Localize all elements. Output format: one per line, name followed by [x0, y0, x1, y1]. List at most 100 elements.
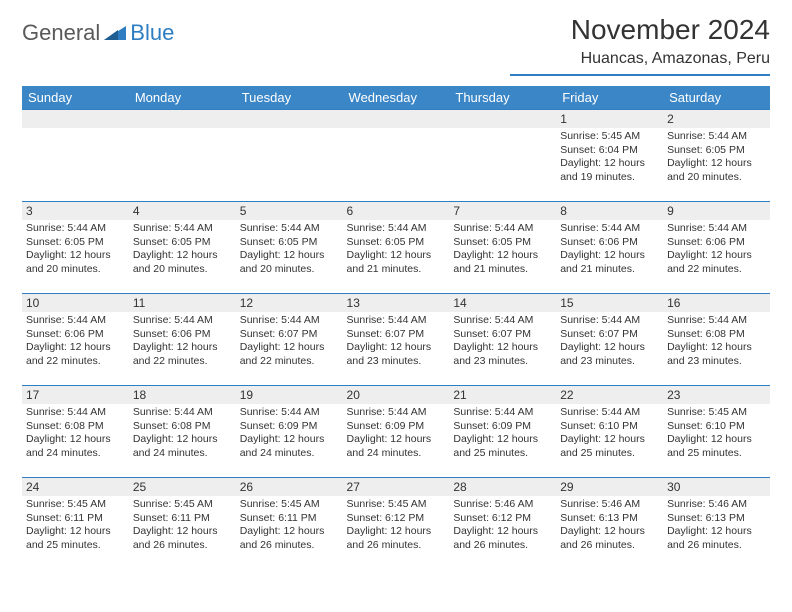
day-detail: Sunrise: 5:45 AMSunset: 6:11 PMDaylight:…	[236, 496, 343, 557]
daylight-text: Daylight: 12 hours and 24 minutes.	[26, 433, 125, 460]
calendar-day-cell: 20Sunrise: 5:44 AMSunset: 6:09 PMDayligh…	[343, 386, 450, 478]
month-title: November 2024	[510, 14, 770, 46]
day-number: 27	[343, 478, 450, 496]
sunrise-text: Sunrise: 5:44 AM	[560, 222, 659, 236]
sunset-text: Sunset: 6:07 PM	[560, 328, 659, 342]
calendar-day-cell: 12Sunrise: 5:44 AMSunset: 6:07 PMDayligh…	[236, 294, 343, 386]
sunset-text: Sunset: 6:06 PM	[667, 236, 766, 250]
calendar-day-cell: 24Sunrise: 5:45 AMSunset: 6:11 PMDayligh…	[22, 478, 129, 570]
calendar-day-cell: 29Sunrise: 5:46 AMSunset: 6:13 PMDayligh…	[556, 478, 663, 570]
daylight-text: Daylight: 12 hours and 20 minutes.	[240, 249, 339, 276]
sunrise-text: Sunrise: 5:46 AM	[667, 498, 766, 512]
day-number: 11	[129, 294, 236, 312]
day-number	[129, 110, 236, 128]
day-number: 13	[343, 294, 450, 312]
day-number	[343, 110, 450, 128]
sunset-text: Sunset: 6:13 PM	[667, 512, 766, 526]
sunset-text: Sunset: 6:05 PM	[133, 236, 232, 250]
daylight-text: Daylight: 12 hours and 22 minutes.	[133, 341, 232, 368]
day-number: 16	[663, 294, 770, 312]
sunrise-text: Sunrise: 5:44 AM	[240, 314, 339, 328]
calendar-day-cell: 9Sunrise: 5:44 AMSunset: 6:06 PMDaylight…	[663, 202, 770, 294]
sunset-text: Sunset: 6:12 PM	[347, 512, 446, 526]
calendar-day-cell: 30Sunrise: 5:46 AMSunset: 6:13 PMDayligh…	[663, 478, 770, 570]
day-detail: Sunrise: 5:44 AMSunset: 6:07 PMDaylight:…	[556, 312, 663, 373]
sunset-text: Sunset: 6:08 PM	[667, 328, 766, 342]
calendar-day-cell: 16Sunrise: 5:44 AMSunset: 6:08 PMDayligh…	[663, 294, 770, 386]
daylight-text: Daylight: 12 hours and 23 minutes.	[453, 341, 552, 368]
sunrise-text: Sunrise: 5:44 AM	[133, 314, 232, 328]
calendar-day-cell: 1Sunrise: 5:45 AMSunset: 6:04 PMDaylight…	[556, 110, 663, 202]
day-number	[449, 110, 556, 128]
weekday-header-row: Sunday Monday Tuesday Wednesday Thursday…	[22, 86, 770, 110]
sunrise-text: Sunrise: 5:44 AM	[240, 222, 339, 236]
day-number: 10	[22, 294, 129, 312]
sunset-text: Sunset: 6:10 PM	[667, 420, 766, 434]
sunset-text: Sunset: 6:10 PM	[560, 420, 659, 434]
daylight-text: Daylight: 12 hours and 25 minutes.	[667, 433, 766, 460]
sunrise-text: Sunrise: 5:46 AM	[453, 498, 552, 512]
daylight-text: Daylight: 12 hours and 26 minutes.	[453, 525, 552, 552]
day-number: 12	[236, 294, 343, 312]
day-detail: Sunrise: 5:44 AMSunset: 6:06 PMDaylight:…	[556, 220, 663, 281]
calendar-day-cell: 11Sunrise: 5:44 AMSunset: 6:06 PMDayligh…	[129, 294, 236, 386]
day-number: 20	[343, 386, 450, 404]
sunset-text: Sunset: 6:07 PM	[347, 328, 446, 342]
sunset-text: Sunset: 6:09 PM	[240, 420, 339, 434]
header-right: November 2024 Huancas, Amazonas, Peru	[510, 14, 770, 76]
calendar-day-cell: 21Sunrise: 5:44 AMSunset: 6:09 PMDayligh…	[449, 386, 556, 478]
sunrise-text: Sunrise: 5:44 AM	[26, 222, 125, 236]
day-detail: Sunrise: 5:44 AMSunset: 6:06 PMDaylight:…	[129, 312, 236, 373]
day-detail: Sunrise: 5:44 AMSunset: 6:08 PMDaylight:…	[663, 312, 770, 373]
calendar-day-cell: 27Sunrise: 5:45 AMSunset: 6:12 PMDayligh…	[343, 478, 450, 570]
calendar-day-cell: 17Sunrise: 5:44 AMSunset: 6:08 PMDayligh…	[22, 386, 129, 478]
day-detail: Sunrise: 5:44 AMSunset: 6:05 PMDaylight:…	[343, 220, 450, 281]
day-detail: Sunrise: 5:45 AMSunset: 6:11 PMDaylight:…	[22, 496, 129, 557]
day-number: 22	[556, 386, 663, 404]
day-detail: Sunrise: 5:44 AMSunset: 6:09 PMDaylight:…	[449, 404, 556, 465]
daylight-text: Daylight: 12 hours and 21 minutes.	[347, 249, 446, 276]
calendar-day-cell	[343, 110, 450, 202]
day-detail: Sunrise: 5:44 AMSunset: 6:07 PMDaylight:…	[343, 312, 450, 373]
sunset-text: Sunset: 6:11 PM	[26, 512, 125, 526]
day-number: 7	[449, 202, 556, 220]
calendar-day-cell: 10Sunrise: 5:44 AMSunset: 6:06 PMDayligh…	[22, 294, 129, 386]
calendar-day-cell	[449, 110, 556, 202]
calendar-day-cell: 26Sunrise: 5:45 AMSunset: 6:11 PMDayligh…	[236, 478, 343, 570]
day-detail: Sunrise: 5:44 AMSunset: 6:05 PMDaylight:…	[236, 220, 343, 281]
weekday-header: Wednesday	[343, 86, 450, 110]
day-detail: Sunrise: 5:44 AMSunset: 6:09 PMDaylight:…	[236, 404, 343, 465]
sunrise-text: Sunrise: 5:45 AM	[240, 498, 339, 512]
day-detail: Sunrise: 5:45 AMSunset: 6:11 PMDaylight:…	[129, 496, 236, 557]
calendar-week-row: 17Sunrise: 5:44 AMSunset: 6:08 PMDayligh…	[22, 386, 770, 478]
day-detail: Sunrise: 5:44 AMSunset: 6:10 PMDaylight:…	[556, 404, 663, 465]
day-number: 25	[129, 478, 236, 496]
day-number: 15	[556, 294, 663, 312]
day-number: 26	[236, 478, 343, 496]
calendar-day-cell: 6Sunrise: 5:44 AMSunset: 6:05 PMDaylight…	[343, 202, 450, 294]
calendar-week-row: 1Sunrise: 5:45 AMSunset: 6:04 PMDaylight…	[22, 110, 770, 202]
logo-text-general: General	[22, 20, 100, 46]
day-detail: Sunrise: 5:45 AMSunset: 6:12 PMDaylight:…	[343, 496, 450, 557]
day-number: 29	[556, 478, 663, 496]
sunrise-text: Sunrise: 5:44 AM	[347, 406, 446, 420]
day-detail: Sunrise: 5:44 AMSunset: 6:08 PMDaylight:…	[22, 404, 129, 465]
daylight-text: Daylight: 12 hours and 26 minutes.	[560, 525, 659, 552]
day-detail: Sunrise: 5:44 AMSunset: 6:07 PMDaylight:…	[236, 312, 343, 373]
day-detail: Sunrise: 5:44 AMSunset: 6:05 PMDaylight:…	[129, 220, 236, 281]
day-number: 3	[22, 202, 129, 220]
sunset-text: Sunset: 6:11 PM	[240, 512, 339, 526]
daylight-text: Daylight: 12 hours and 23 minutes.	[347, 341, 446, 368]
sunset-text: Sunset: 6:04 PM	[560, 144, 659, 158]
daylight-text: Daylight: 12 hours and 20 minutes.	[26, 249, 125, 276]
daylight-text: Daylight: 12 hours and 20 minutes.	[133, 249, 232, 276]
sunset-text: Sunset: 6:06 PM	[26, 328, 125, 342]
logo: General Blue	[22, 14, 174, 46]
calendar-day-cell: 25Sunrise: 5:45 AMSunset: 6:11 PMDayligh…	[129, 478, 236, 570]
day-number: 14	[449, 294, 556, 312]
sunset-text: Sunset: 6:05 PM	[453, 236, 552, 250]
daylight-text: Daylight: 12 hours and 22 minutes.	[240, 341, 339, 368]
daylight-text: Daylight: 12 hours and 22 minutes.	[26, 341, 125, 368]
sunrise-text: Sunrise: 5:44 AM	[26, 406, 125, 420]
sunset-text: Sunset: 6:08 PM	[26, 420, 125, 434]
